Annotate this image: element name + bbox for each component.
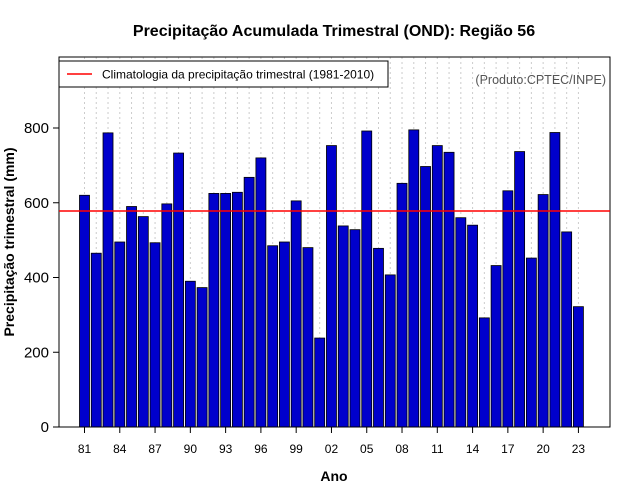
bar-1983: [102, 132, 114, 428]
bar-2006: [373, 247, 384, 428]
x-tick-label: 84: [113, 442, 127, 456]
bar-2022: [561, 231, 573, 428]
x-tick-label: 11: [431, 442, 444, 456]
bar-2018: [514, 151, 526, 428]
legend-label: Climatologia da precipitação trimestral …: [102, 68, 374, 82]
x-tick-label: 23: [572, 442, 586, 456]
bar-2017: [502, 190, 514, 428]
bar-1996: [255, 157, 267, 428]
x-tick-label: 02: [325, 442, 339, 456]
chart-title: Precipitação Acumulada Trimestral (OND):…: [133, 23, 535, 40]
y-tick-label: 800: [24, 120, 49, 137]
bar-1990: [184, 280, 196, 428]
bar-1984: [114, 241, 126, 428]
bar-1991: [196, 287, 208, 428]
bar-1986: [137, 216, 149, 428]
bar-1988: [161, 203, 173, 428]
bar-2016: [490, 265, 502, 428]
x-tick-label: 81: [78, 442, 92, 456]
bar-1981: [79, 194, 90, 428]
x-axis-label: Ano: [320, 468, 347, 484]
y-tick-label: 0: [41, 419, 49, 436]
bar-1999: [290, 200, 302, 428]
bar-2002: [326, 145, 337, 428]
legend-box: [58, 60, 389, 88]
bar-1992: [208, 193, 220, 428]
x-axis: 81 84 87 90 93 96 99 02 05 08 11 14 17 20 23: [78, 427, 586, 456]
bar-2012: [443, 151, 455, 428]
bar-2010: [420, 166, 431, 428]
x-tick-label: 20: [536, 442, 550, 456]
bar-2008: [396, 182, 408, 428]
bar-2011: [431, 145, 443, 428]
bar-1985: [126, 206, 137, 428]
x-tick-label: 08: [395, 442, 409, 456]
bar-2007: [384, 274, 396, 428]
bar-2009: [408, 129, 420, 428]
bar-2023: [573, 306, 584, 428]
bar-2015: [478, 317, 490, 428]
bars: [79, 129, 584, 428]
bar-2001: [314, 337, 326, 428]
bar-1997: [267, 245, 279, 428]
x-tick-label: 99: [290, 442, 304, 456]
bar-2019: [525, 257, 537, 428]
y-tick-label: 600: [24, 195, 49, 212]
bar-2020: [537, 194, 549, 428]
bar-2013: [455, 217, 467, 428]
bar-2000: [302, 247, 314, 428]
bar-1989: [173, 152, 184, 428]
x-tick-label: 93: [219, 442, 233, 456]
source-note: (Produto:CPTEC/INPE): [475, 73, 606, 87]
bar-1982: [90, 252, 102, 428]
x-tick-label: 90: [184, 442, 198, 456]
x-tick-label: 05: [360, 442, 374, 456]
y-tick-label: 200: [24, 344, 49, 361]
x-tick-label: 87: [148, 442, 162, 456]
bar-2003: [337, 225, 349, 428]
bar-2005: [361, 130, 373, 428]
plot-frame: [58, 56, 611, 428]
y-axis-label: Precipitação trimestral (mm): [1, 147, 17, 336]
x-tick-label: 14: [466, 442, 480, 456]
bar-1987: [149, 242, 161, 428]
x-tick-label: 17: [501, 442, 515, 456]
x-tick-label: 96: [254, 442, 268, 456]
y-axis: 0 200 400 600 800: [24, 120, 59, 436]
bar-1994: [231, 191, 243, 428]
bar-1993: [220, 193, 232, 428]
bar-1995: [243, 176, 255, 428]
y-tick-label: 400: [24, 270, 49, 287]
legend: Climatologia da precipitação trimestral …: [58, 60, 389, 88]
bar-1998: [279, 241, 290, 428]
bar-2004: [349, 229, 361, 428]
bar-2014: [467, 224, 478, 428]
bar-2021: [549, 132, 561, 428]
